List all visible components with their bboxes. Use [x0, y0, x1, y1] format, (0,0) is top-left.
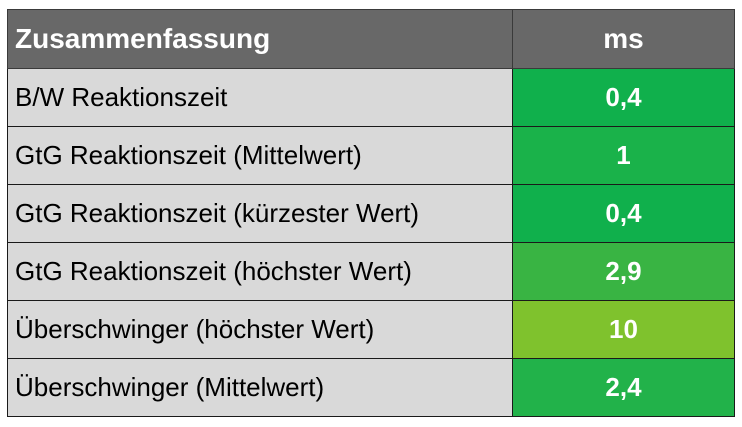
unit-header: ms [512, 9, 735, 69]
row-value: 1 [512, 126, 735, 185]
table-row: GtG Reaktionszeit (Mittelwert) 1 [7, 126, 735, 185]
table-row: GtG Reaktionszeit (kürzester Wert) 0,4 [7, 184, 735, 243]
table-row: B/W Reaktionszeit 0,4 [7, 68, 735, 127]
row-label: Überschwinger (Mittelwert) [7, 358, 513, 417]
table-row: Überschwinger (höchster Wert) 10 [7, 300, 735, 359]
header-row: Zusammenfassung ms [7, 9, 735, 69]
row-value: 0,4 [512, 68, 735, 127]
row-label: B/W Reaktionszeit [7, 68, 513, 127]
row-label: Überschwinger (höchster Wert) [7, 300, 513, 359]
row-value: 10 [512, 300, 735, 359]
row-value: 2,9 [512, 242, 735, 301]
row-label: GtG Reaktionszeit (Mittelwert) [7, 126, 513, 185]
summary-table: Zusammenfassung ms B/W Reaktionszeit 0,4… [7, 9, 735, 417]
table-row: Überschwinger (Mittelwert) 2,4 [7, 358, 735, 417]
row-label: GtG Reaktionszeit (höchster Wert) [7, 242, 513, 301]
table-row: GtG Reaktionszeit (höchster Wert) 2,9 [7, 242, 735, 301]
row-value: 0,4 [512, 184, 735, 243]
row-value: 2,4 [512, 358, 735, 417]
row-label: GtG Reaktionszeit (kürzester Wert) [7, 184, 513, 243]
table-title: Zusammenfassung [7, 9, 513, 69]
